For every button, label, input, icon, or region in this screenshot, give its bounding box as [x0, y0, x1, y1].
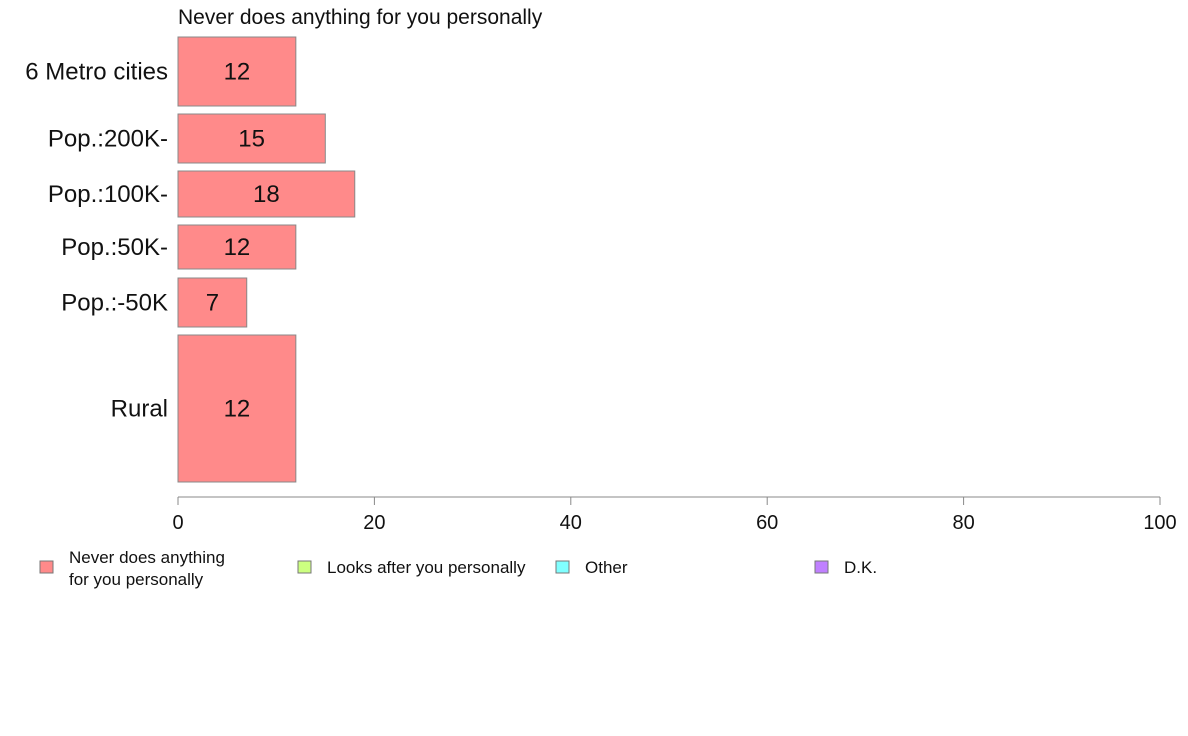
- category-label: Pop.:50K-: [61, 234, 168, 261]
- bar-value-label: 18: [253, 181, 280, 208]
- bar: [177, 334, 297, 483]
- category-label: Pop.:100K-: [48, 181, 168, 208]
- category-label: Rural: [111, 396, 168, 423]
- chart-title: Never does anything for you personally: [178, 6, 543, 29]
- category-label: Pop.:200K-: [48, 126, 168, 153]
- category-label: Pop.:-50K: [61, 290, 168, 317]
- bars-group: 12 6 Metro cities 15 Pop.:200K- 18 Pop.:100K-…: [25, 36, 356, 483]
- legend: Never does anything for you personally Loo…: [39, 548, 877, 589]
- legend-label: D.K.: [844, 558, 877, 577]
- x-axis: 0 20 40 60 80 100: [172, 496, 1177, 534]
- legend-swatch: [297, 560, 312, 574]
- x-tick-label: 20: [363, 512, 385, 534]
- x-tick-label: 80: [952, 512, 974, 534]
- legend-label: Other: [585, 558, 628, 577]
- bar: [177, 224, 297, 270]
- x-tick-label: 100: [1143, 512, 1176, 534]
- legend-label: Looks after you personally: [327, 558, 526, 577]
- legend-label: Never does anything: [69, 548, 225, 567]
- bar-value-label: 12: [224, 396, 251, 423]
- x-tick-label: 0: [172, 512, 183, 534]
- bar-value-label: 12: [224, 234, 251, 261]
- bar-value-label: 12: [224, 59, 251, 86]
- x-tick-label: 60: [756, 512, 778, 534]
- category-label: 6 Metro cities: [25, 59, 168, 86]
- legend-swatch: [555, 560, 570, 574]
- bar: [177, 170, 356, 218]
- x-tick-label: 40: [560, 512, 582, 534]
- legend-swatch: [39, 560, 54, 574]
- bar-value-label: 7: [206, 290, 219, 317]
- bar: [177, 277, 248, 328]
- legend-label: for you personally: [69, 570, 204, 589]
- legend-swatch: [814, 560, 829, 574]
- bar: [177, 36, 297, 107]
- bar: [177, 113, 326, 164]
- bar-value-label: 15: [238, 126, 265, 153]
